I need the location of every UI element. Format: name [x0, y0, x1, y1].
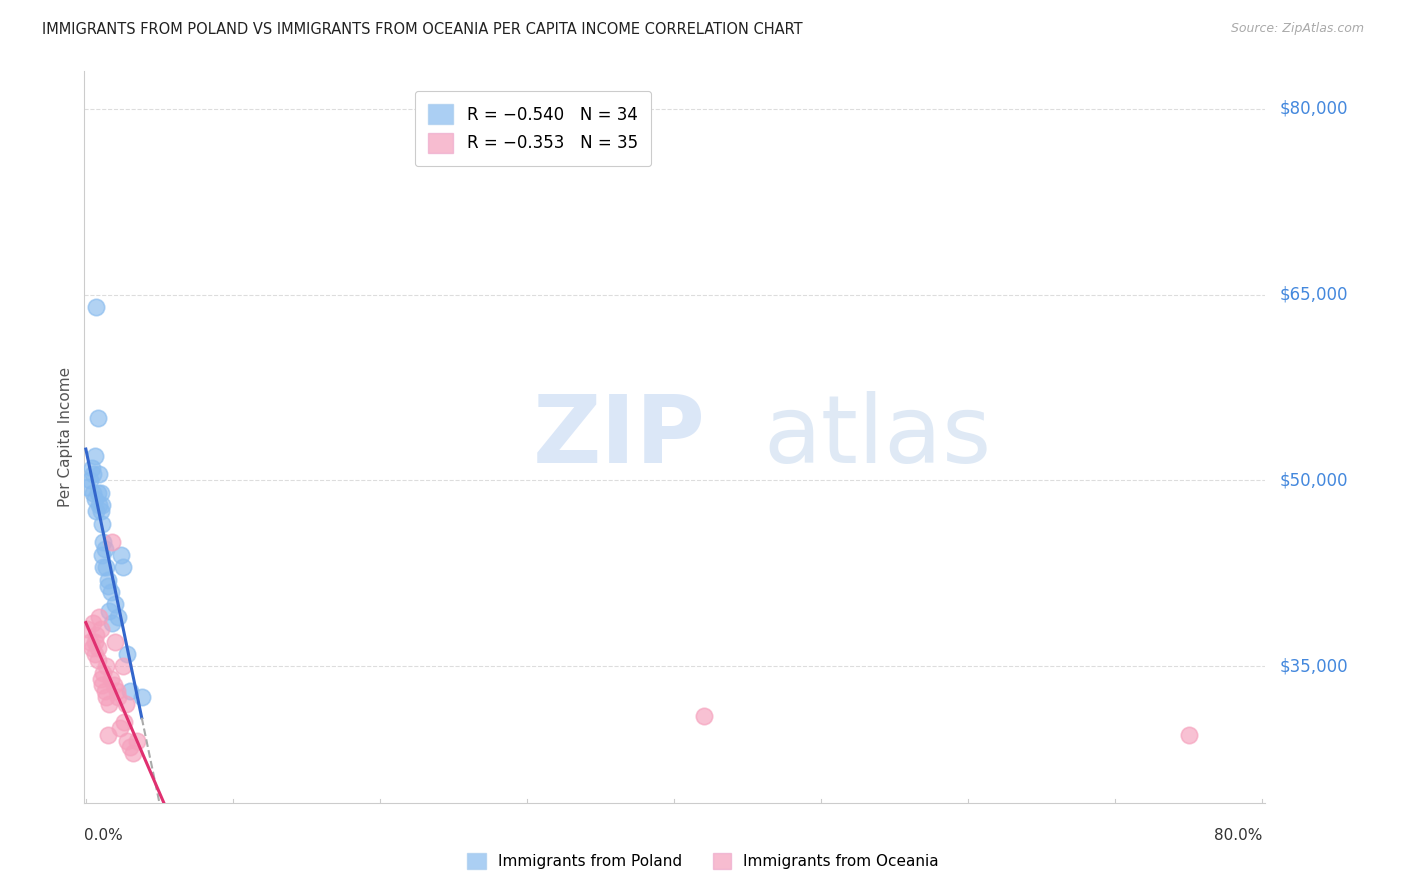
Point [100, 585, 122, 599]
Point [104, 634, 127, 648]
Point [127, 734, 149, 748]
Text: $35,000: $35,000 [1279, 657, 1348, 675]
Point [96, 560, 118, 574]
Point [97, 573, 120, 587]
Point [93, 560, 115, 574]
Text: Source: ZipAtlas.com: Source: ZipAtlas.com [1230, 22, 1364, 36]
Text: $65,000: $65,000 [1279, 285, 1348, 303]
Point [114, 697, 136, 711]
Point [107, 690, 129, 705]
Point [115, 734, 138, 748]
Point [101, 535, 124, 549]
Point [91, 516, 114, 531]
Point [87, 467, 110, 482]
Point [1178, 728, 1201, 742]
Point [90, 672, 112, 686]
Y-axis label: Per Capita Income: Per Capita Income [58, 367, 73, 508]
Point [87, 610, 110, 624]
Point [91, 678, 114, 692]
Point [94, 684, 117, 698]
Point [108, 722, 131, 736]
Point [83, 449, 105, 463]
Point [82, 467, 104, 482]
Point [84, 300, 107, 314]
Point [97, 579, 120, 593]
Text: 0.0%: 0.0% [84, 828, 124, 843]
Point [83, 647, 105, 661]
Point [83, 491, 105, 506]
Point [86, 486, 108, 500]
Point [86, 411, 108, 425]
Point [82, 615, 104, 630]
Point [111, 560, 134, 574]
Point [90, 622, 112, 636]
Point [101, 615, 124, 630]
Point [118, 684, 141, 698]
Point [105, 684, 128, 698]
Point [112, 715, 135, 730]
Point [93, 665, 115, 680]
Point [79, 634, 101, 648]
Point [84, 628, 107, 642]
Point [98, 604, 121, 618]
Text: atlas: atlas [763, 391, 991, 483]
Point [76, 480, 98, 494]
Point [107, 610, 129, 624]
Point [118, 739, 141, 754]
Point [103, 678, 125, 692]
Point [94, 541, 117, 556]
Point [91, 498, 114, 512]
Point [82, 486, 104, 500]
Text: IMMIGRANTS FROM POLAND VS IMMIGRANTS FROM OCEANIA PER CAPITA INCOME CORRELATION : IMMIGRANTS FROM POLAND VS IMMIGRANTS FRO… [42, 22, 803, 37]
Point [90, 486, 112, 500]
Point [93, 535, 115, 549]
Point [76, 622, 98, 636]
Point [84, 504, 107, 518]
Point [91, 548, 114, 562]
Point [131, 690, 153, 705]
Text: 80.0%: 80.0% [1215, 828, 1263, 843]
Point [104, 598, 127, 612]
Point [96, 690, 118, 705]
Legend: R = −0.540   N = 34, R = −0.353   N = 35: R = −0.540 N = 34, R = −0.353 N = 35 [415, 91, 651, 166]
Point [98, 697, 121, 711]
Text: ZIP: ZIP [533, 391, 706, 483]
Point [80, 461, 103, 475]
Point [86, 640, 108, 655]
Point [692, 709, 714, 723]
Point [122, 746, 145, 760]
Point [111, 659, 134, 673]
Legend: Immigrants from Poland, Immigrants from Oceania: Immigrants from Poland, Immigrants from … [461, 847, 945, 875]
Point [96, 659, 118, 673]
Point [115, 647, 138, 661]
Point [80, 640, 103, 655]
Point [86, 653, 108, 667]
Point [79, 474, 101, 488]
Point [110, 548, 132, 562]
Point [90, 504, 112, 518]
Point [87, 498, 110, 512]
Point [83, 634, 105, 648]
Point [97, 728, 120, 742]
Text: $50,000: $50,000 [1279, 472, 1348, 490]
Text: $80,000: $80,000 [1279, 100, 1348, 118]
Point [100, 672, 122, 686]
